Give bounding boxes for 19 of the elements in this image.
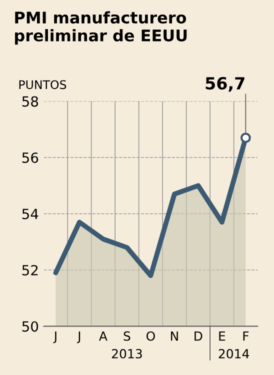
x-tick-label: J [53, 331, 56, 344]
y-tick-label: 52 [22, 264, 38, 276]
text: 2014 [218, 348, 250, 358]
x-tick-label: O [146, 331, 155, 341]
data-label: 56,7 [206, 76, 244, 92]
x-tick-label: J [76, 331, 80, 344]
x-tick-label: A [99, 331, 108, 341]
y-tick-label: 58 [22, 96, 38, 107]
text: 2013 [112, 348, 142, 358]
x-tick-label: S [124, 331, 130, 341]
x-tick-label: D [194, 331, 202, 341]
x-tick-label: F [243, 331, 249, 341]
chart-title: PMI manufacturero preliminar de EEUU [15, 11, 187, 45]
x-tick-label: N [170, 331, 178, 341]
y-axis-title: PUNTOS [19, 80, 66, 90]
x-tick-label: E [219, 331, 226, 341]
y-tick-label: 56 [22, 152, 38, 163]
y-tick-label: 50 [22, 321, 38, 332]
y-tick-label: 54 [22, 208, 38, 220]
